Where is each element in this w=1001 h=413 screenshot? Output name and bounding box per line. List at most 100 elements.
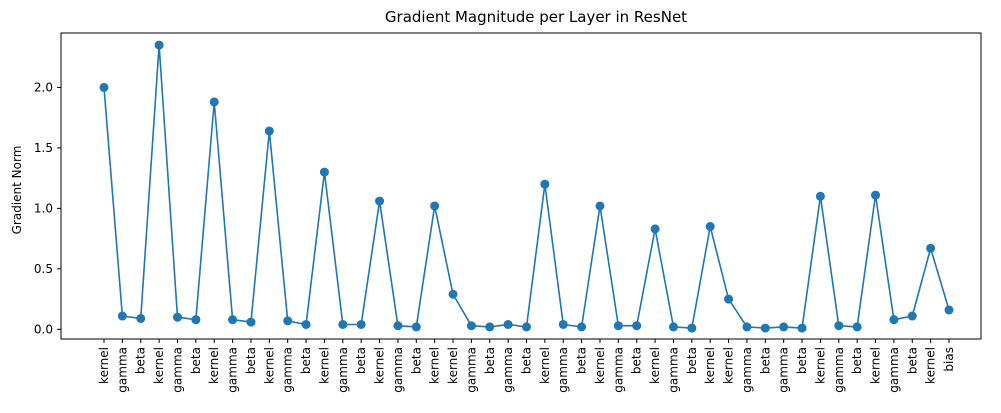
x-tick-label: gamma	[281, 347, 295, 393]
data-point	[889, 315, 899, 325]
x-tick-label: gamma	[887, 347, 901, 393]
x-tick-label: beta	[483, 347, 497, 374]
x-tick-label: kernel	[869, 347, 883, 384]
x-axis: kernel gamma beta kernel gamma beta kernel gamm…	[97, 339, 956, 393]
x-tick-label: kernel	[593, 347, 607, 384]
data-point	[485, 322, 495, 332]
x-tick-label: beta	[520, 347, 534, 374]
x-tick-label: bias	[942, 347, 956, 372]
series-line	[103, 45, 950, 329]
x-tick-label: gamma	[170, 347, 184, 393]
x-tick-label: beta	[189, 347, 203, 374]
x-tick-label: beta	[685, 347, 699, 374]
data-point	[595, 201, 605, 211]
x-tick-label: kernel	[428, 347, 442, 384]
data-point	[393, 321, 403, 331]
data-point	[430, 201, 440, 211]
data-point	[577, 322, 587, 332]
data-point	[926, 243, 936, 253]
x-tick-label: kernel	[373, 347, 387, 384]
x-tick-label: kernel	[703, 347, 717, 384]
x-tick-label: gamma	[464, 347, 478, 393]
data-points	[99, 40, 954, 333]
data-point	[246, 317, 256, 327]
data-point	[283, 316, 293, 326]
data-point	[687, 323, 697, 333]
x-tick-label: kernel	[538, 347, 552, 384]
data-point	[871, 190, 881, 200]
y-axis: 0.0 0.5 1.0 1.5 2.0	[34, 80, 61, 336]
x-tick-label: kernel	[152, 347, 166, 384]
x-tick-label: kernel	[722, 347, 736, 384]
x-tick-label: kernel	[446, 347, 460, 384]
data-point	[319, 167, 329, 177]
data-point	[375, 196, 385, 206]
data-point	[815, 191, 825, 201]
x-tick-label: gamma	[226, 347, 240, 393]
x-tick-label: gamma	[501, 347, 515, 393]
data-point	[668, 322, 678, 332]
y-tick-label: 1.5	[34, 141, 53, 155]
x-tick-label: beta	[299, 347, 313, 374]
x-tick-label: beta	[905, 347, 919, 374]
data-point	[154, 40, 164, 50]
x-tick-label: gamma	[556, 347, 570, 393]
data-point	[172, 312, 182, 322]
x-tick-label: kernel	[813, 347, 827, 384]
x-tick-label: beta	[244, 347, 258, 374]
x-tick-label: beta	[409, 347, 423, 374]
data-point	[338, 319, 348, 329]
plot-frame	[60, 32, 982, 340]
x-tick-label: gamma	[740, 347, 754, 393]
data-point	[705, 222, 715, 232]
data-point	[136, 313, 146, 323]
y-tick-label: 0.5	[34, 262, 53, 276]
x-tick-label: gamma	[391, 347, 405, 393]
data-point	[301, 319, 311, 329]
chart-title: Gradient Magnitude per Layer in ResNet	[385, 8, 687, 26]
data-point	[411, 322, 421, 332]
data-point	[613, 321, 623, 331]
x-tick-label: kernel	[924, 347, 938, 384]
x-tick-label: gamma	[611, 347, 625, 393]
data-point	[797, 323, 807, 333]
x-tick-label: beta	[354, 347, 368, 374]
data-point	[779, 322, 789, 332]
x-tick-label: kernel	[317, 347, 331, 384]
x-tick-label: beta	[630, 347, 644, 374]
x-tick-label: gamma	[336, 347, 350, 393]
data-point	[632, 321, 642, 331]
x-tick-label: beta	[575, 347, 589, 374]
data-point	[650, 224, 660, 234]
y-tick-label: 2.0	[34, 80, 53, 94]
data-point	[540, 179, 550, 189]
data-point	[117, 311, 127, 321]
data-point	[558, 319, 568, 329]
x-tick-label: gamma	[666, 347, 680, 393]
x-tick-label: beta	[795, 347, 809, 374]
y-tick-label: 1.0	[34, 201, 53, 215]
data-point	[760, 323, 770, 333]
data-point	[742, 322, 752, 332]
x-tick-label: kernel	[648, 347, 662, 384]
y-tick-label: 0.0	[34, 322, 53, 336]
x-tick-label: kernel	[262, 347, 276, 384]
x-tick-label: beta	[134, 347, 148, 374]
data-point	[448, 289, 458, 299]
data-point	[228, 315, 238, 325]
x-tick-label: kernel	[207, 347, 221, 384]
data-point	[99, 82, 109, 92]
x-tick-label: kernel	[97, 347, 111, 384]
data-point	[466, 321, 476, 331]
data-point	[852, 322, 862, 332]
x-tick-label: gamma	[777, 347, 791, 393]
data-point	[907, 311, 917, 321]
data-point	[503, 319, 513, 329]
data-point	[191, 315, 201, 325]
data-point	[834, 321, 844, 331]
data-point	[522, 322, 531, 332]
data-point	[264, 126, 274, 136]
x-tick-label: gamma	[115, 347, 129, 393]
